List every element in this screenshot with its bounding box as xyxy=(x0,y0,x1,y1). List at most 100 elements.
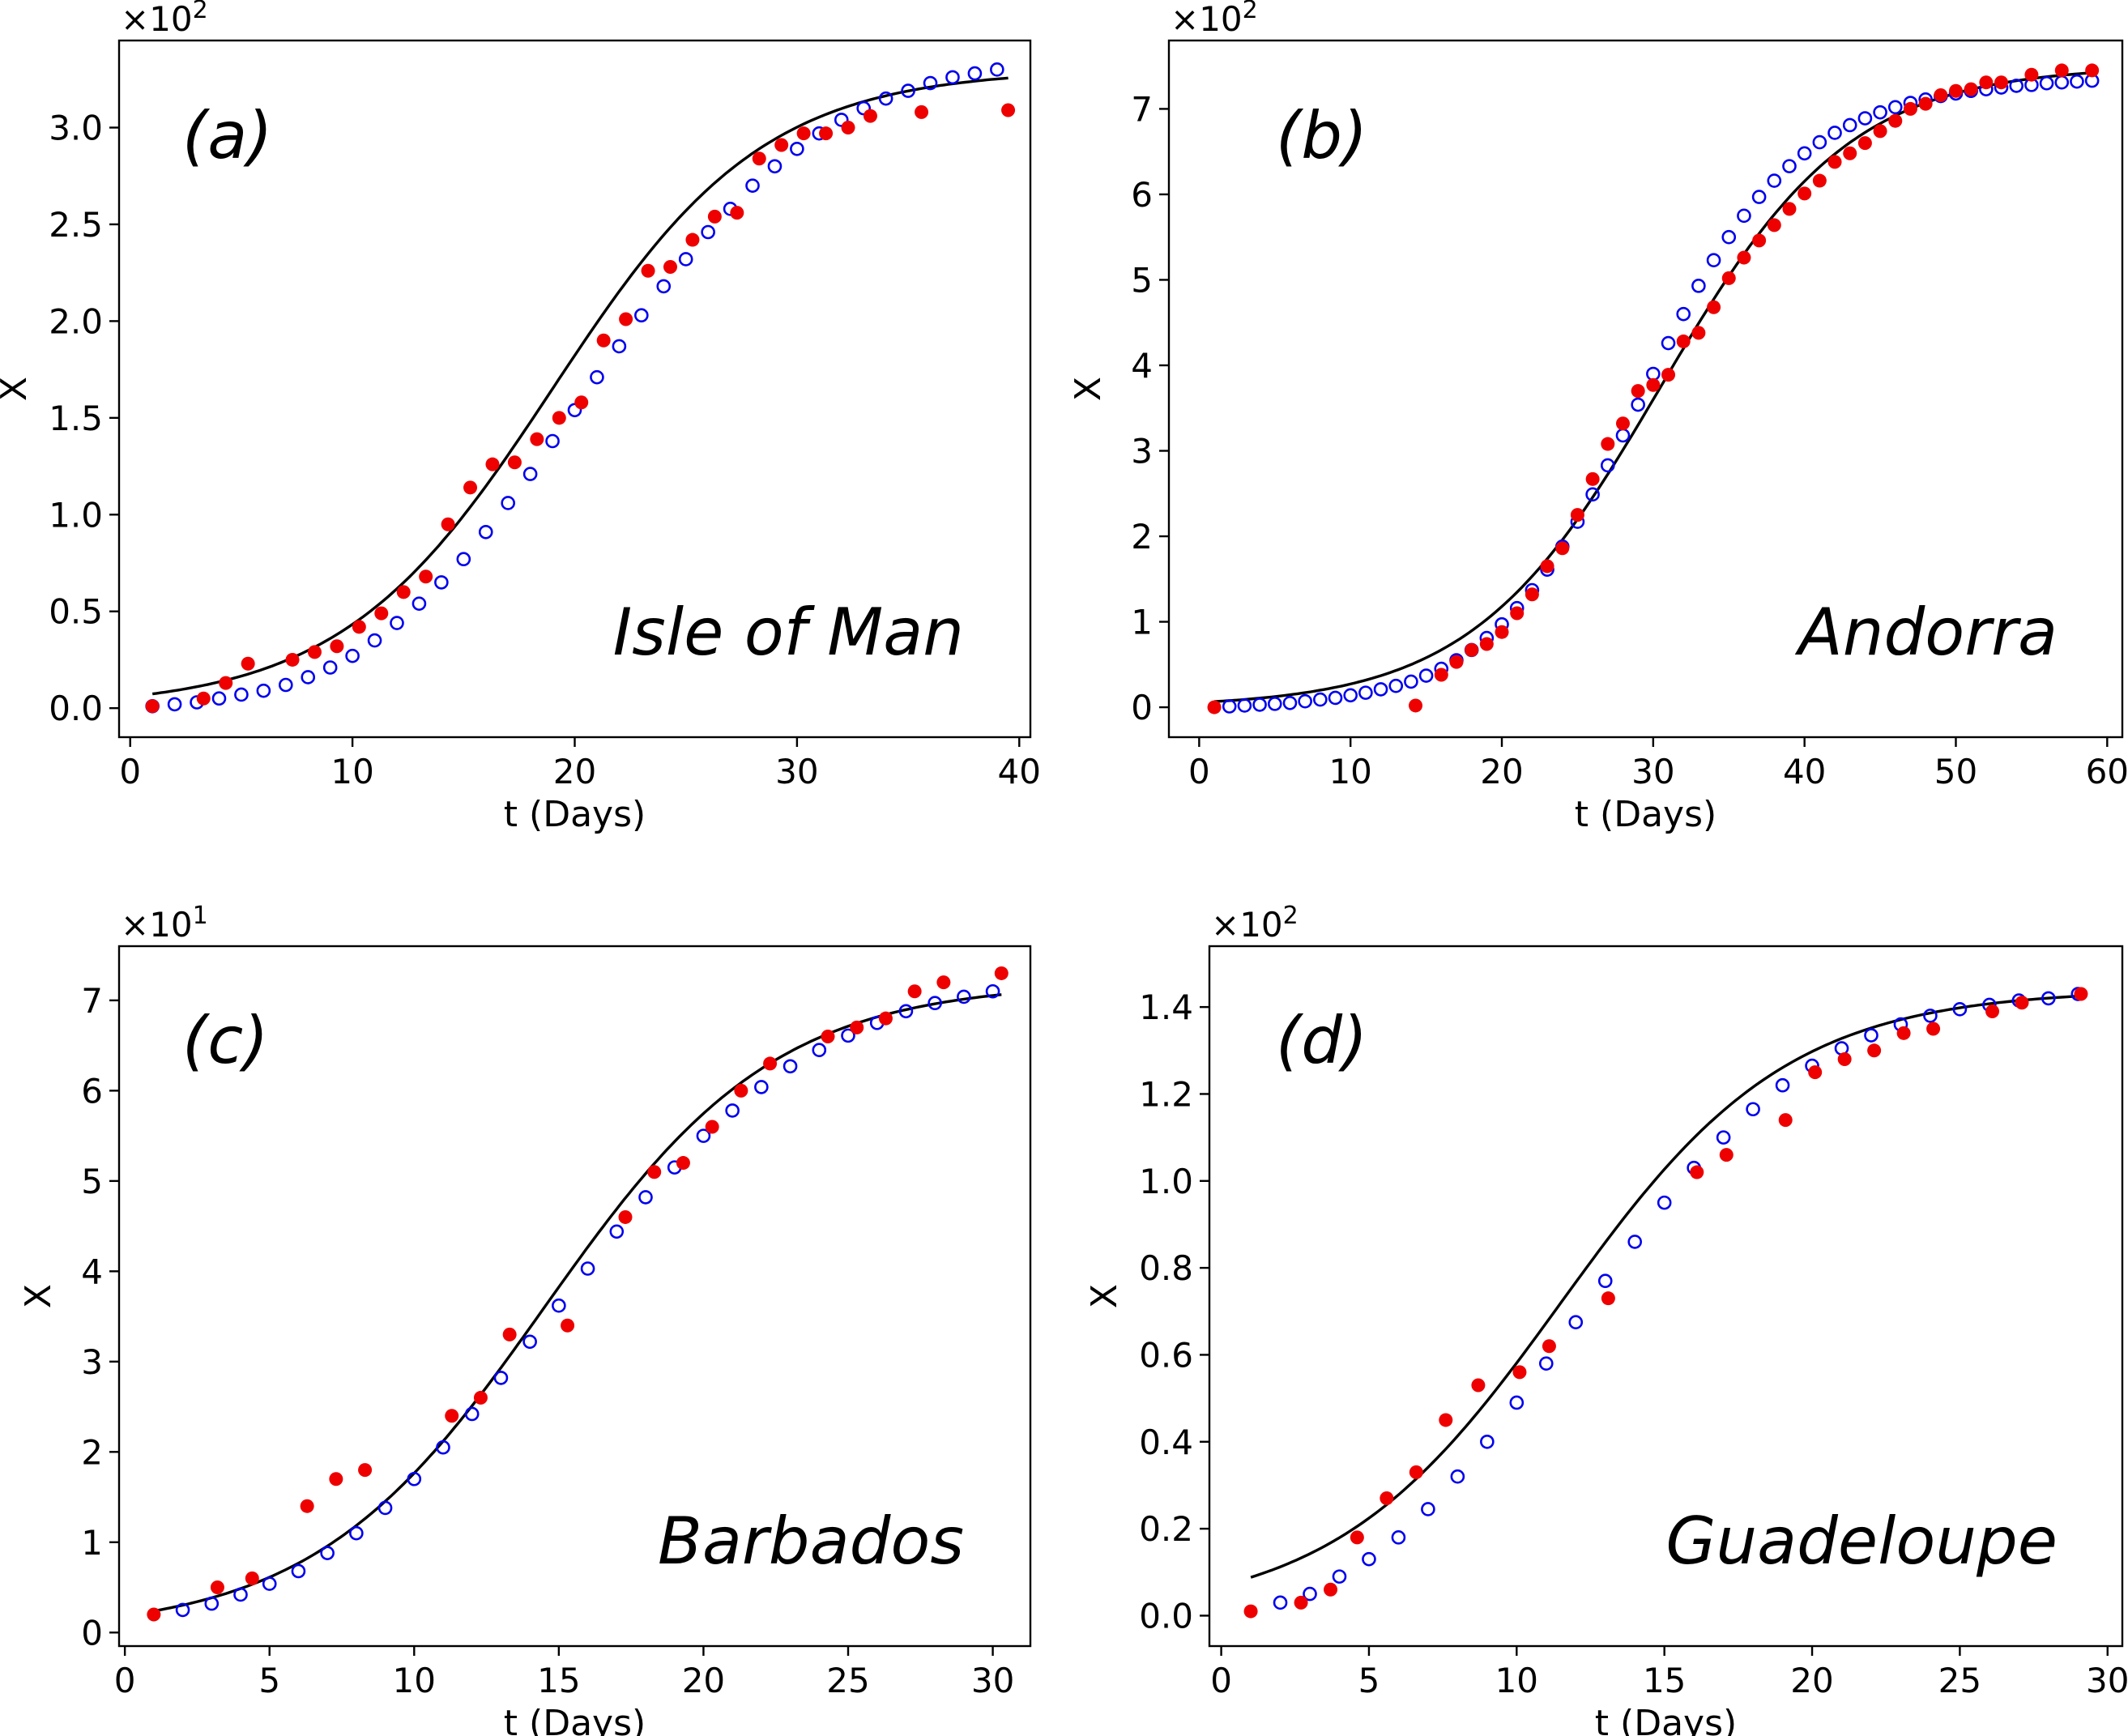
open-marker xyxy=(1873,105,1887,120)
filled-marker xyxy=(1350,1530,1364,1545)
y-axis-label: X xyxy=(0,377,35,401)
open-marker xyxy=(701,224,715,240)
open-marker xyxy=(1373,682,1388,697)
y-tick-label: 0 xyxy=(1131,688,1153,727)
x-tick-label: 20 xyxy=(1480,752,1523,791)
axes-frame xyxy=(117,945,1032,1648)
chart-panel-0: 0 10 20 30 40 0.0 0.5 1.0 1.5 2.0 2.5 3.0 t (Days) X ×… xyxy=(0,0,1041,835)
y-tick-label: 6 xyxy=(81,1071,103,1111)
open-marker xyxy=(234,687,249,702)
open-marker xyxy=(278,677,293,693)
filled-marker xyxy=(307,645,322,659)
x-tick-label: 0 xyxy=(119,752,141,791)
y-tick-label: 0.5 xyxy=(49,592,103,632)
filled-marker xyxy=(1948,83,1963,98)
open-marker xyxy=(1952,1002,1968,1017)
filled-marker xyxy=(1857,136,1872,151)
filled-marker xyxy=(1542,1339,1556,1354)
filled-marker xyxy=(1873,124,1887,139)
filled-marker xyxy=(1812,173,1827,188)
open-marker xyxy=(725,1103,740,1118)
open-marker xyxy=(456,552,471,567)
open-marker xyxy=(1421,1502,1435,1516)
filled-marker xyxy=(1471,1378,1486,1393)
open-marker xyxy=(945,70,960,85)
open-marker xyxy=(522,1334,537,1350)
open-marker xyxy=(345,648,360,663)
filled-marker xyxy=(730,206,744,220)
open-marker xyxy=(1857,111,1873,126)
filled-marker xyxy=(1737,250,1751,265)
filled-marker xyxy=(676,1156,690,1171)
filled-marker xyxy=(1615,416,1630,431)
x-tick-label: 30 xyxy=(775,752,818,791)
open-marker xyxy=(1298,693,1312,709)
filled-marker xyxy=(552,411,566,425)
open-marker xyxy=(1332,1569,1347,1584)
filled-marker xyxy=(1691,326,1706,340)
chart-panel-3: 0 5 10 15 20 25 30 0.0 0.2 0.4 0.6 0.8 1.0 1.2 1.4 t (D… xyxy=(1084,902,2128,1736)
filled-marker xyxy=(1721,271,1736,285)
axes-frame xyxy=(1208,945,2124,1648)
y-tick-label: 0.0 xyxy=(1139,1596,1193,1636)
x-axis-label: t (Days) xyxy=(504,1703,646,1736)
open-marker xyxy=(2070,74,2084,89)
filled-marker xyxy=(1465,642,1479,657)
filled-marker xyxy=(663,260,677,274)
open-marker xyxy=(745,178,760,193)
open-marker xyxy=(1267,697,1282,711)
filled-marker xyxy=(358,1463,373,1478)
open-marker xyxy=(609,1224,625,1239)
open-marker xyxy=(1585,487,1600,502)
filled-marker xyxy=(1837,1052,1852,1067)
x-tick-label: 20 xyxy=(553,752,596,791)
filled-marker xyxy=(219,676,233,690)
y-tick-label: 4 xyxy=(81,1252,103,1291)
filled-marker xyxy=(907,984,922,999)
filled-marker xyxy=(1243,1604,1258,1619)
filled-marker xyxy=(819,126,834,141)
open-marker xyxy=(638,1190,653,1205)
open-marker xyxy=(580,1261,595,1276)
open-marker xyxy=(1358,685,1373,700)
panel-label: (a) xyxy=(182,98,272,173)
open-marker xyxy=(1812,134,1827,150)
open-marker xyxy=(1797,146,1812,161)
filled-marker xyxy=(1512,1365,1527,1380)
open-marker xyxy=(1782,159,1797,173)
filled-marker xyxy=(774,138,789,152)
filled-marker xyxy=(507,455,522,470)
open-marker xyxy=(545,433,560,449)
x-tick-label: 5 xyxy=(1358,1661,1380,1700)
filled-marker xyxy=(441,517,455,531)
x-tick-label: 20 xyxy=(1790,1661,1833,1700)
x-tick-label: 25 xyxy=(1938,1661,1981,1700)
axis-multiplier: ×102 xyxy=(1211,902,1299,945)
filled-marker xyxy=(685,232,700,247)
filled-marker xyxy=(145,699,160,714)
open-marker xyxy=(390,616,404,630)
country-label: Isle of Man xyxy=(613,595,964,670)
filled-marker xyxy=(1631,384,1645,399)
open-marker xyxy=(1842,117,1857,133)
open-marker xyxy=(2039,75,2054,91)
y-tick-label: 2 xyxy=(1131,517,1153,557)
open-marker xyxy=(1661,335,1676,351)
filled-marker xyxy=(1979,75,1994,90)
filled-marker xyxy=(396,585,411,599)
open-marker xyxy=(1676,306,1691,322)
open-marker xyxy=(678,252,693,267)
filled-marker xyxy=(850,1020,864,1034)
open-marker xyxy=(175,1602,190,1618)
open-marker xyxy=(552,1298,566,1313)
open-marker xyxy=(783,1059,798,1074)
filled-marker xyxy=(530,432,544,446)
open-marker xyxy=(1737,208,1751,224)
y-tick-label: 5 xyxy=(1131,260,1153,300)
open-marker xyxy=(928,996,942,1011)
open-marker xyxy=(990,62,1004,77)
open-marker xyxy=(1706,253,1721,267)
open-marker xyxy=(1657,1195,1672,1210)
open-marker xyxy=(322,660,338,675)
filled-marker xyxy=(329,1472,343,1486)
